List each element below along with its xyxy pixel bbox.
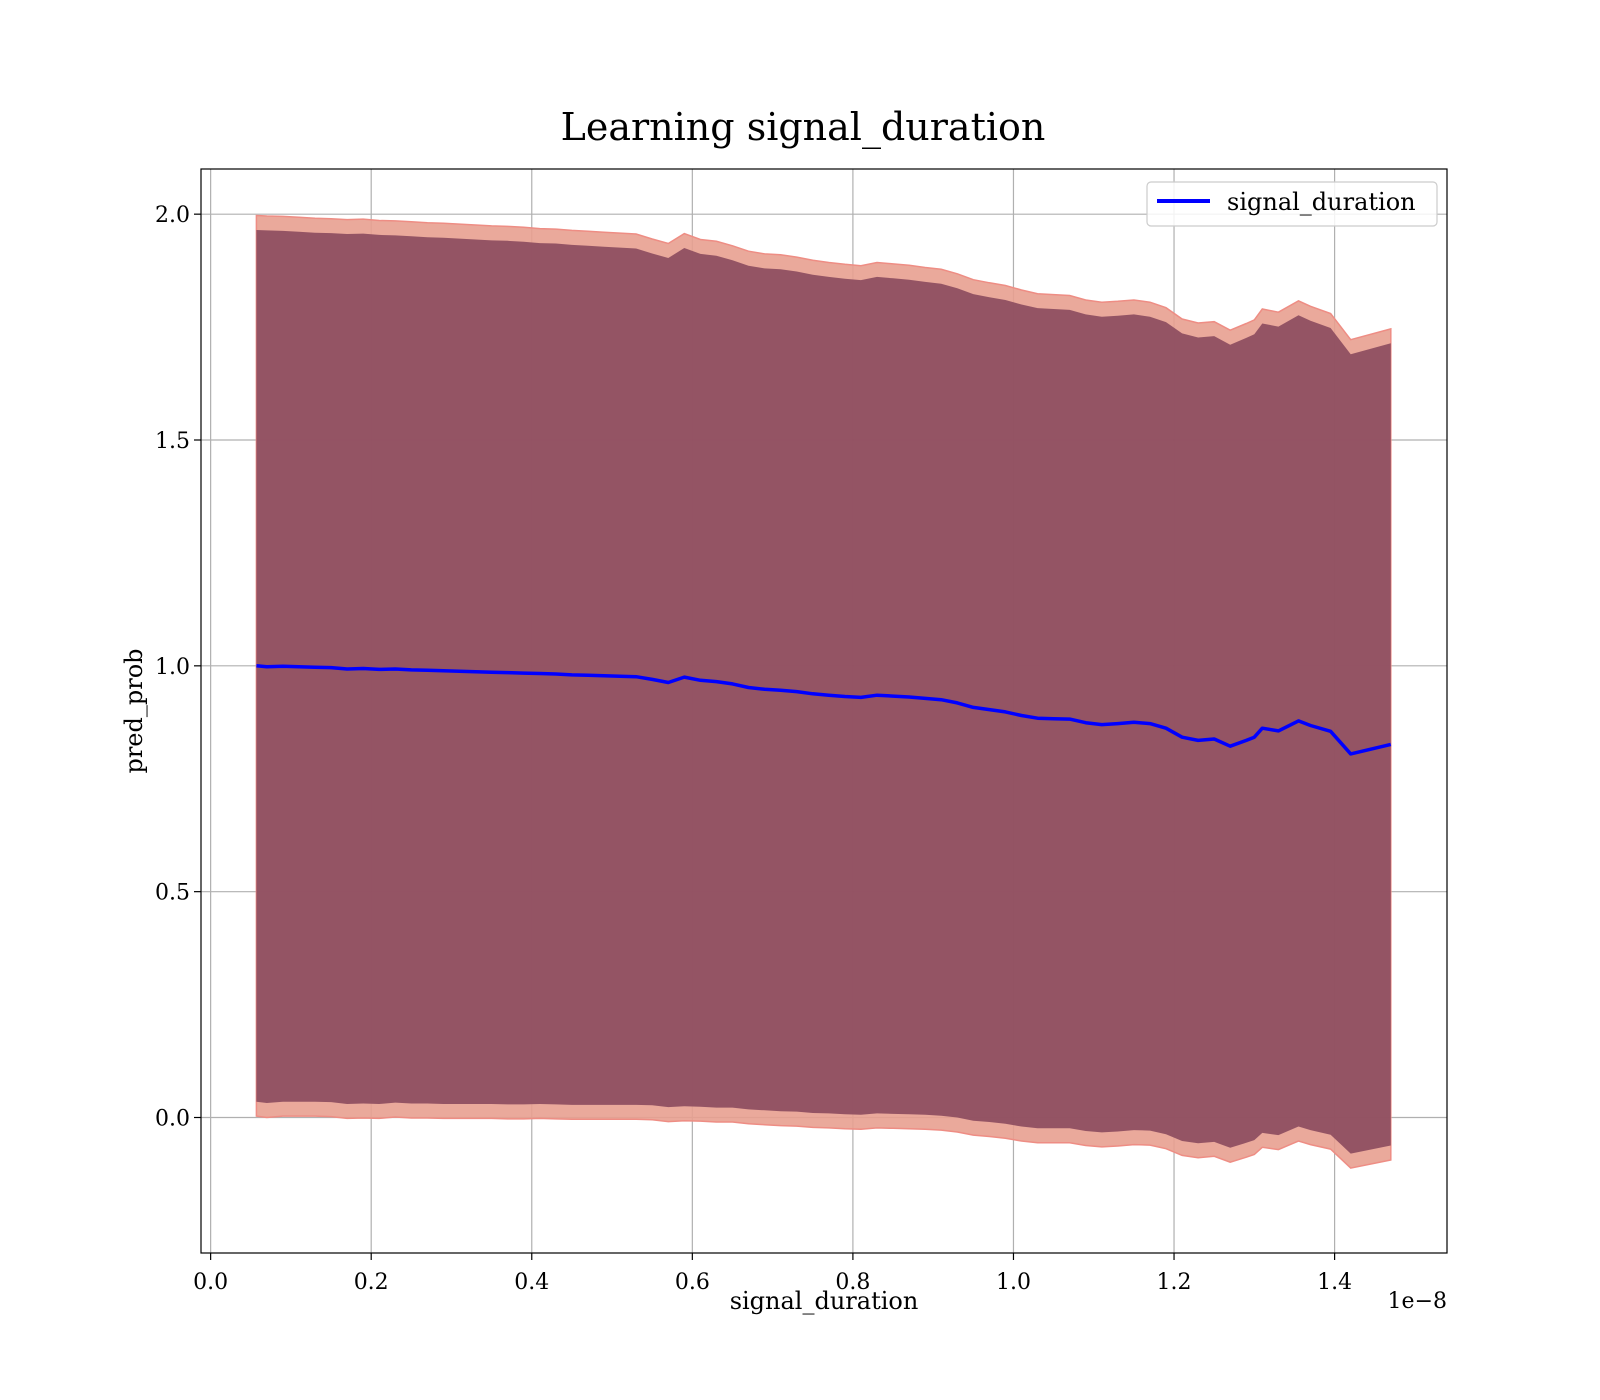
y-tick-label: 0.5: [155, 881, 190, 906]
x-tick-label: 1.0: [996, 1270, 1031, 1295]
x-tick-label: 0.6: [675, 1270, 710, 1295]
x-tick-label: 0.0: [193, 1270, 228, 1295]
legend: signal_duration: [1146, 181, 1438, 227]
x-tick-label: 0.8: [835, 1270, 870, 1295]
x-axis-label: signal_duration: [730, 1287, 919, 1315]
series-line-signal_duration: [256, 664, 1392, 756]
x-tick-label: 1.4: [1317, 1270, 1352, 1295]
series-lines: [256, 664, 1392, 756]
plot-area: [200, 168, 1448, 1254]
axis-ticks: 0.0 0.2 0.4 0.6 0.8 1.0 1.2 1.4 0.0 0.5 1.0 1.5 2.0: [155, 203, 1352, 1295]
y-tick-label: 1.0: [155, 655, 190, 680]
y-tick-label: 1.5: [155, 429, 190, 454]
chart-title: Learning signal_duration: [561, 105, 1046, 150]
x-offset-label: 1e−8: [1388, 1289, 1447, 1314]
x-tick-label: 0.2: [354, 1270, 389, 1295]
inner-band: [256, 230, 1391, 1154]
x-tick-label: 0.4: [514, 1270, 549, 1295]
x-tick-label: 1.2: [1157, 1270, 1192, 1295]
legend-box: [1146, 181, 1438, 227]
y-tick-label: 2.0: [155, 203, 190, 228]
legend-label-signal_duration: signal_duration: [1227, 188, 1416, 216]
y-axis-label: pred_prob: [120, 648, 148, 773]
confidence-bands: [255, 214, 1392, 1169]
y-tick-label: 0.0: [155, 1107, 190, 1132]
